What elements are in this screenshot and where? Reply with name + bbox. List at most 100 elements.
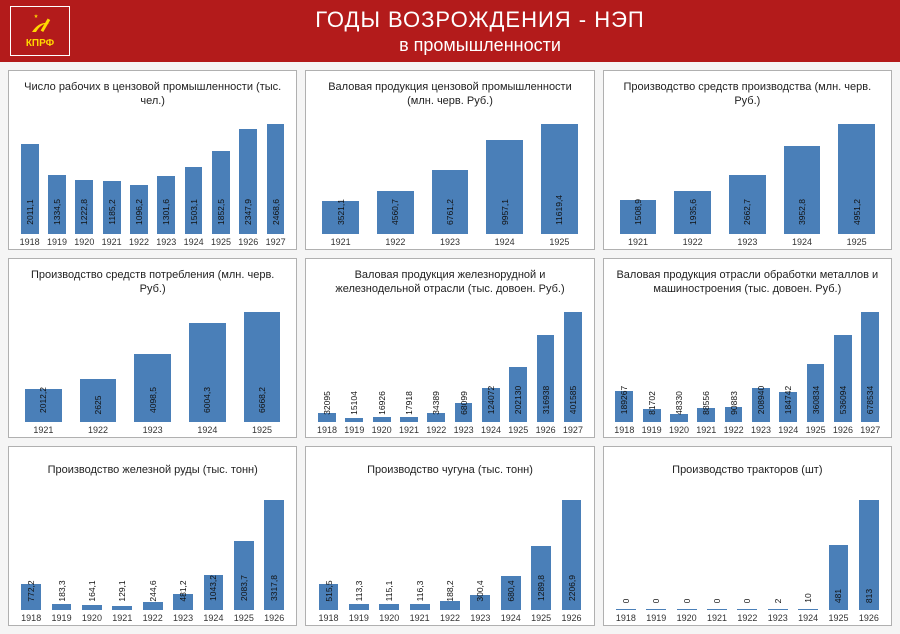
bar-group: 183,31919 — [47, 493, 75, 623]
chart-panel: Валовая продукция железнорудной и железн… — [305, 258, 594, 438]
bar-group: 4015851927 — [560, 305, 585, 435]
bar-value-label: 2012,2 — [38, 387, 48, 413]
bar: 0 — [707, 609, 727, 610]
category-label: 1919 — [344, 425, 364, 435]
category-label: 1924 — [501, 613, 521, 623]
bar: 9957,1 — [486, 140, 523, 234]
category-label: 1923 — [470, 613, 490, 623]
bar-group: 188,21922 — [436, 493, 464, 623]
bar: 0 — [646, 609, 666, 610]
title-main: ГОДЫ ВОЗРОЖДЕНИЯ - НЭП — [70, 7, 890, 33]
bar: 90883 — [725, 407, 743, 422]
bar-group: 2347,91926 — [236, 117, 261, 247]
chart-title: Валовая продукция железнорудной и железн… — [312, 263, 587, 303]
category-label: 1922 — [88, 425, 108, 435]
bar-group: 6004,31924 — [181, 305, 234, 435]
bar: 300,4 — [470, 595, 490, 610]
bar: 1301,6 — [157, 176, 175, 234]
bar-value-label: 1503,1 — [189, 199, 199, 225]
category-label: 1923 — [173, 613, 193, 623]
bar-value-label: 0 — [651, 598, 661, 603]
bar-group: 2468,61927 — [263, 117, 288, 247]
bar-group: 1334,51919 — [44, 117, 69, 247]
category-label: 1918 — [20, 237, 40, 247]
bar: 6761,2 — [432, 170, 469, 234]
bar-value-label: 88556 — [701, 391, 711, 415]
bar: 11619,4 — [541, 124, 578, 234]
bar-value-label: 32095 — [322, 391, 332, 415]
category-label: 1923 — [143, 425, 163, 435]
bar-group: 116,31921 — [405, 493, 433, 623]
bar: 1289,8 — [531, 546, 551, 610]
chart-panel: Производство железной руды (тыс. тонн)77… — [8, 446, 297, 626]
bar-group: 115,11920 — [375, 493, 403, 623]
bar-value-label: 1096,2 — [134, 199, 144, 225]
bar-group: 1289,8 1925 — [527, 493, 555, 623]
bar-value-label: 4951,2 — [852, 199, 862, 225]
category-label: 1926 — [859, 613, 879, 623]
category-label: 1923 — [156, 237, 176, 247]
bar-group: 88556 1921 — [694, 305, 719, 435]
category-label: 1919 — [52, 613, 72, 623]
bar: 164,1 — [82, 605, 102, 610]
chart-area: 1508,919211935,619222662,719233952,81924… — [610, 115, 885, 247]
bar-value-label: 116,3 — [415, 580, 425, 601]
bar-value-label: 1334,5 — [52, 199, 62, 225]
bar: 2 — [768, 609, 788, 610]
bar-group: 6761,21923 — [424, 117, 477, 247]
category-label: 1924 — [184, 237, 204, 247]
category-label: 1923 — [737, 237, 757, 247]
bar: 1508,9 — [620, 200, 657, 234]
bar: 10 — [798, 609, 818, 610]
category-label: 1919 — [349, 613, 369, 623]
category-label: 1925 — [252, 425, 272, 435]
bar-group: 343891922 — [424, 305, 449, 435]
bar: 113,3 — [349, 604, 369, 610]
bar: 124072 — [482, 388, 500, 422]
bar: 1043,2 — [204, 575, 224, 610]
category-label: 1926 — [536, 425, 556, 435]
bar-group: 6668,21925 — [236, 305, 289, 435]
bar-group: 3952,81924 — [776, 117, 829, 247]
category-label: 1920 — [372, 425, 392, 435]
bar: 116,3 — [410, 604, 430, 610]
bar: 1334,5 — [48, 175, 66, 234]
category-label: 1920 — [677, 613, 697, 623]
bar-value-label: 3952,8 — [797, 199, 807, 225]
bar-group: 48330 1920 — [666, 305, 691, 435]
category-label: 1925 — [531, 613, 551, 623]
bar-group: 1096,21922 — [126, 117, 151, 247]
bar: 1222,8 — [75, 180, 93, 234]
chart-title: Производство тракторов (шт) — [610, 451, 885, 491]
bar-value-label: 48330 — [674, 391, 684, 415]
bar: 4098,5 — [134, 354, 171, 422]
bar-value-label: 680,4 — [506, 580, 516, 601]
chart-panel: Производство тракторов (шт)0191801919019… — [603, 446, 892, 626]
category-label: 1920 — [669, 425, 689, 435]
bar-group: 3521,11921 — [314, 117, 367, 247]
bar-value-label: 481 — [833, 588, 843, 602]
bar-value-label: 481,2 — [178, 580, 188, 601]
bar-value-label: 208940 — [756, 386, 766, 414]
bar: 678534 — [861, 312, 879, 422]
category-label: 1921 — [112, 613, 132, 623]
bar-group: 680,4 1924 — [497, 493, 525, 623]
bar-value-label: 129,1 — [117, 580, 127, 601]
category-label: 1927 — [563, 425, 583, 435]
bar-value-label: 0 — [742, 598, 752, 603]
category-label: 1920 — [379, 613, 399, 623]
bar-group: 151041919 — [342, 305, 367, 435]
chart-panel: Валовая продукция цензовой промышленност… — [305, 70, 594, 250]
bar-group: 01922 — [733, 493, 761, 623]
bar: 4560,7 — [377, 191, 414, 234]
bar-group: 6785341927 — [858, 305, 883, 435]
bar-group: 21923 — [764, 493, 792, 623]
bar-value-label: 2206,9 — [567, 575, 577, 601]
bar-group: 179181921 — [396, 305, 421, 435]
category-label: 1924 — [481, 425, 501, 435]
bar: 188,2 — [440, 601, 460, 610]
category-label: 1918 — [317, 425, 337, 435]
chart-title: Производство железной руды (тыс. тонн) — [15, 451, 290, 491]
category-label: 1924 — [197, 425, 217, 435]
category-label: 1921 — [696, 425, 716, 435]
